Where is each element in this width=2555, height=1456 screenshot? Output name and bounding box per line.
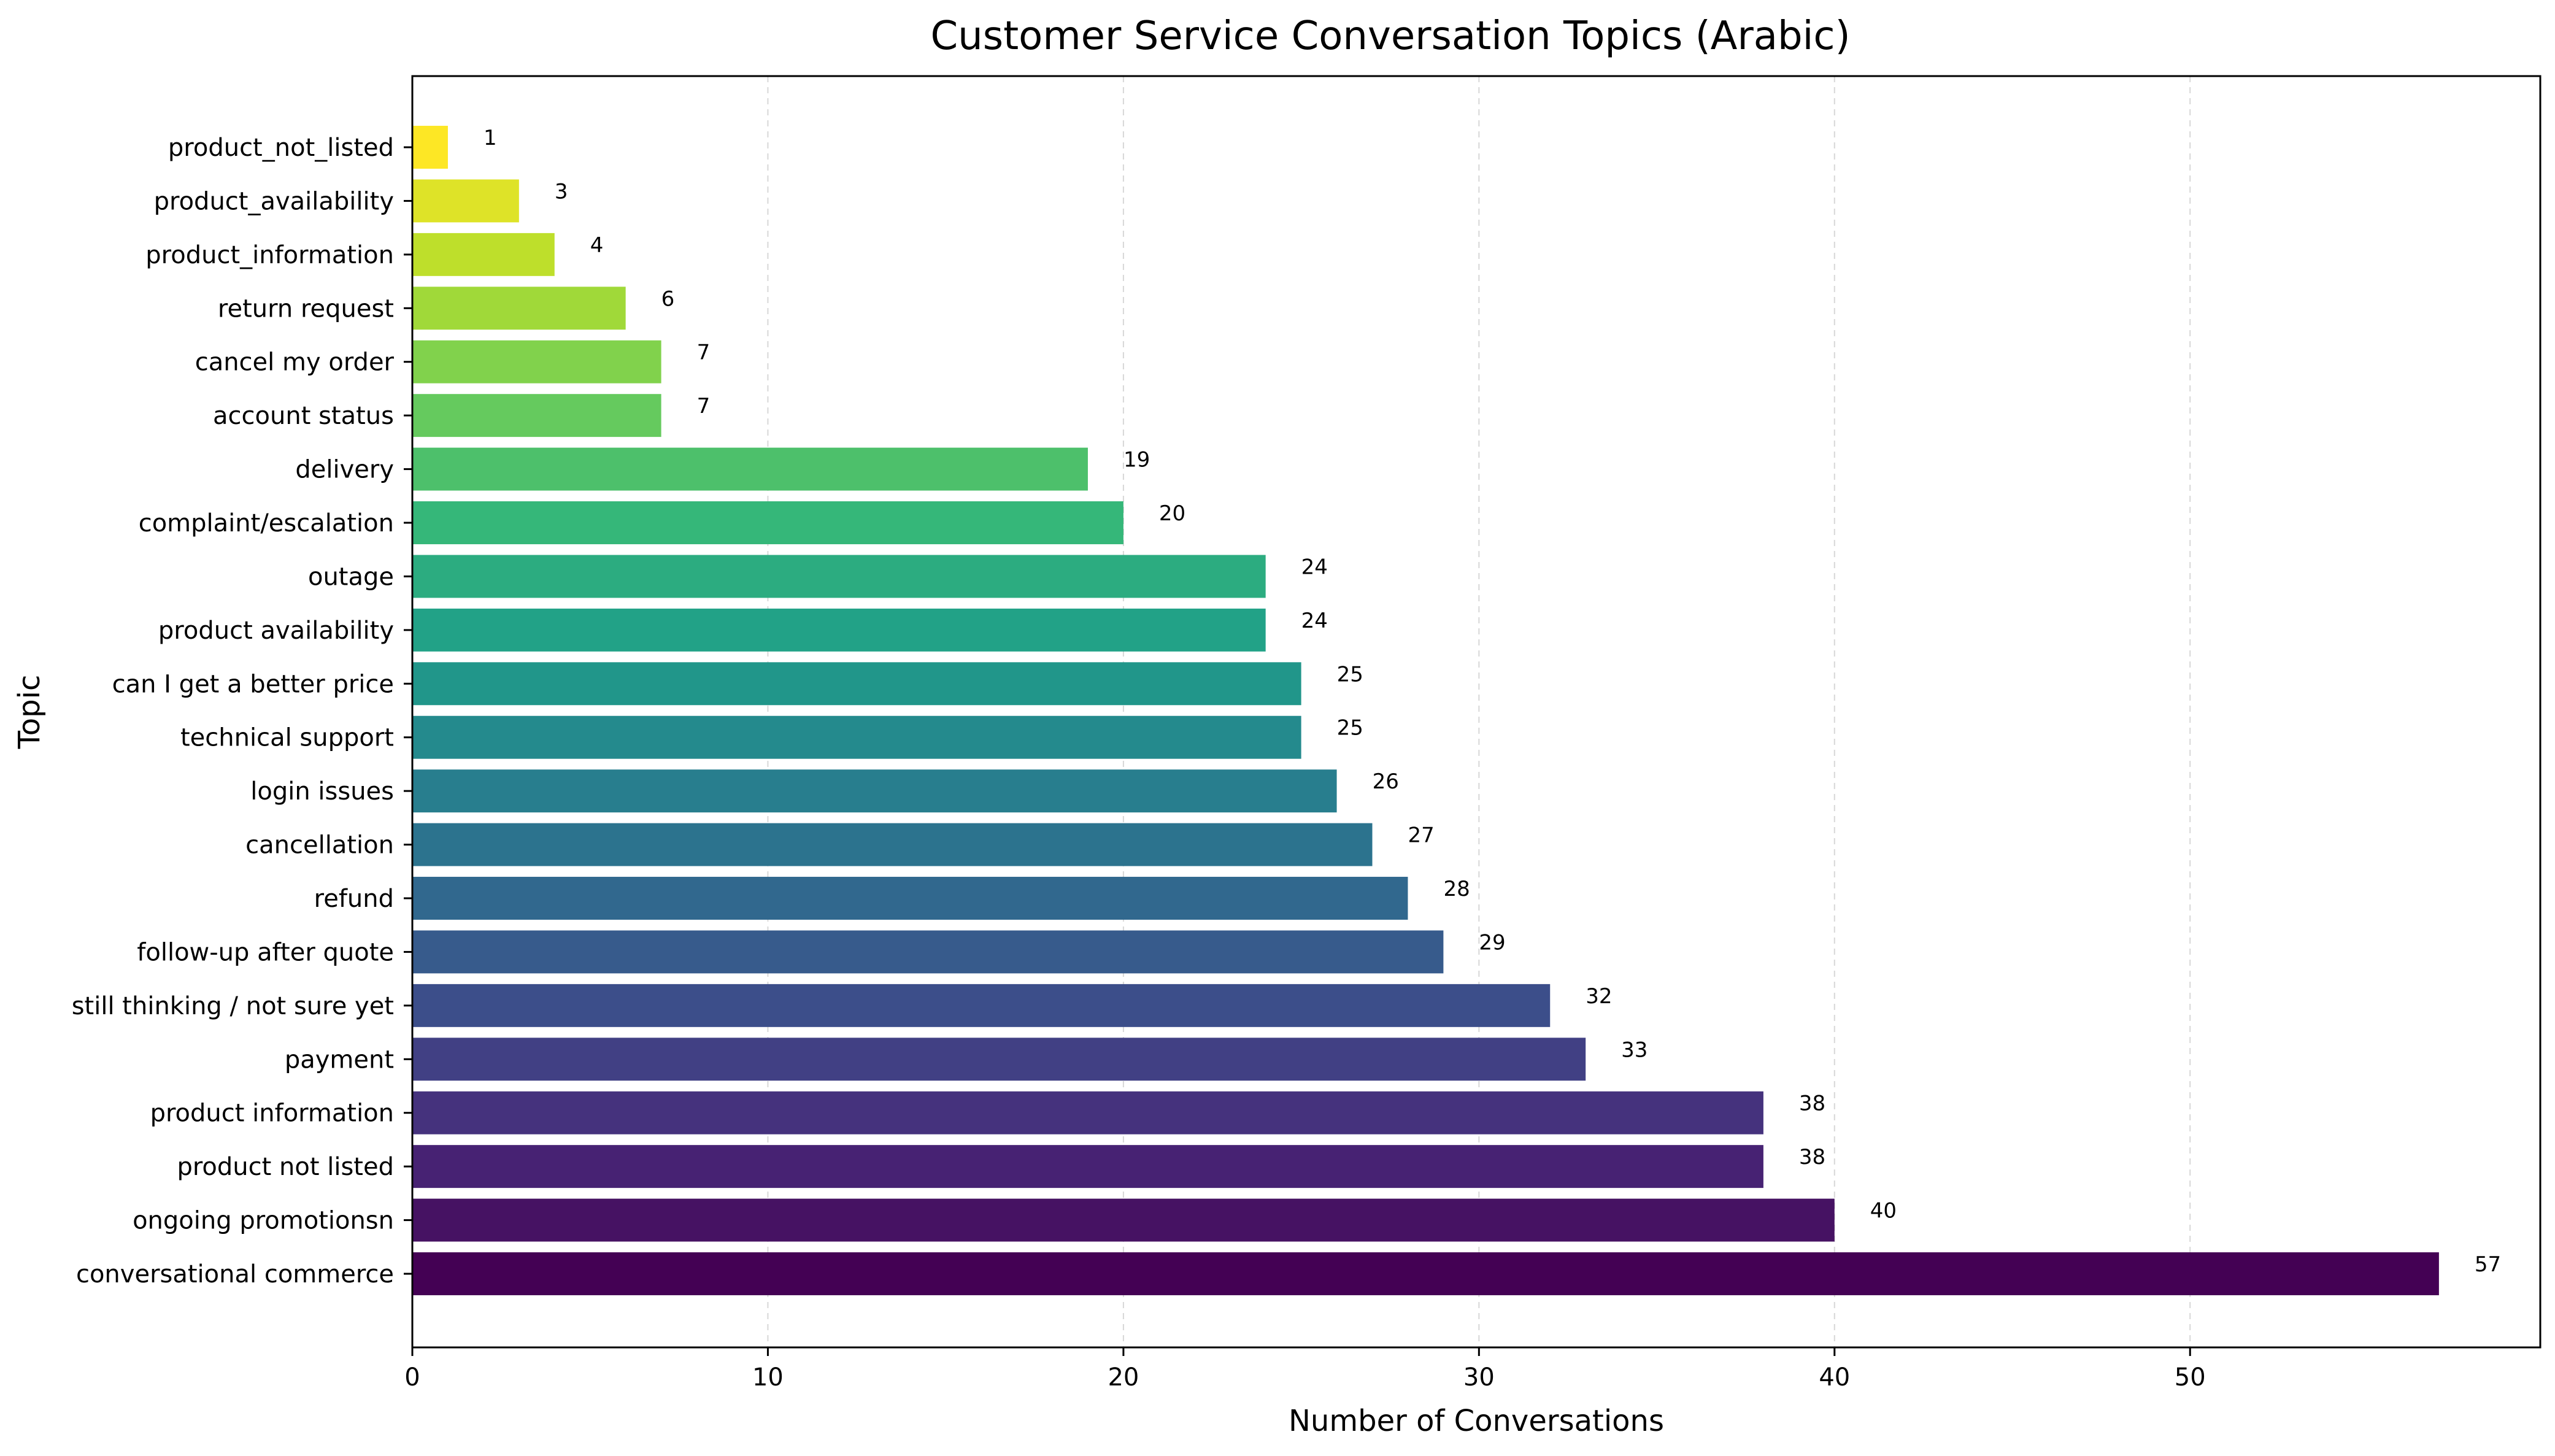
y-tick-label: can I get a better price xyxy=(112,670,394,698)
y-tick-label: product not listed xyxy=(177,1153,394,1181)
bar-value-label: 3 xyxy=(555,179,568,204)
y-axis-label: Topic xyxy=(12,675,47,750)
y-tick-label: ongoing promotionsn xyxy=(133,1207,394,1235)
y-tick-label: complaint/escalation xyxy=(139,509,394,537)
y-tick-label: product information xyxy=(150,1100,394,1128)
y-tick-label: follow-up after quote xyxy=(137,938,394,966)
y-tick-label: payment xyxy=(285,1046,394,1074)
y-tick-label: product_not_listed xyxy=(168,134,394,162)
bar xyxy=(412,769,1337,813)
bar xyxy=(412,930,1444,974)
bar-value-label: 1 xyxy=(484,126,497,150)
y-tick-label: conversational commerce xyxy=(76,1260,394,1288)
x-axis-label: Number of Conversations xyxy=(1289,1404,1664,1438)
bar xyxy=(412,662,1301,706)
y-tick-label: cancellation xyxy=(245,831,394,860)
y-tick-label: refund xyxy=(314,885,394,913)
chart-title: Customer Service Conversation Topics (Ar… xyxy=(930,13,1850,59)
y-tick-labels: conversational commerce ongoing promotion… xyxy=(72,134,412,1288)
y-tick-label: technical support xyxy=(180,724,394,752)
y-tick-label: product_availability xyxy=(154,187,394,215)
x-tick-label: 30 xyxy=(1463,1363,1495,1392)
bar xyxy=(412,1252,2439,1295)
bar xyxy=(412,1091,1763,1134)
bar-value-label: 26 xyxy=(1373,769,1399,794)
bar xyxy=(412,715,1301,759)
bar-value-label: 24 xyxy=(1301,555,1328,579)
bar-value-label: 7 xyxy=(697,341,711,365)
y-tick-label: account status xyxy=(213,402,394,430)
bar xyxy=(412,1145,1763,1188)
bar xyxy=(412,608,1266,652)
bar-value-label: 27 xyxy=(1408,823,1435,848)
bars-group xyxy=(412,126,2439,1295)
bar-value-label: 33 xyxy=(1621,1038,1647,1062)
bar-value-label: 7 xyxy=(697,394,711,418)
bar xyxy=(412,984,1551,1027)
bar xyxy=(412,555,1266,598)
bar xyxy=(412,340,661,383)
y-tick-label: outage xyxy=(308,563,394,591)
bar-value-label: 6 xyxy=(661,287,675,311)
bar xyxy=(412,1198,1835,1242)
bar xyxy=(412,501,1123,544)
x-tick-labels: 0 10 20 30 40 50 xyxy=(404,1347,2206,1392)
plot-frame xyxy=(411,75,2542,1349)
bar-value-label: 19 xyxy=(1123,448,1150,472)
y-tick-label: cancel my order xyxy=(195,349,395,377)
bar-value-label: 20 xyxy=(1159,501,1185,526)
bar-value-label: 28 xyxy=(1443,877,1470,901)
bar-value-label: 38 xyxy=(1799,1145,1825,1169)
bar-value-label: 24 xyxy=(1301,609,1328,633)
bar-value-label: 29 xyxy=(1479,930,1505,955)
y-tick-label: product_information xyxy=(145,241,394,269)
bar xyxy=(412,877,1408,920)
bar xyxy=(412,233,555,276)
bar xyxy=(412,1038,1586,1081)
value-labels-group: 57 40 38 38 33 32 29 28 27 26 25 25 24 24 20 19 7 7 6 4 3 1 xyxy=(484,126,2501,1277)
x-tick-label: 0 xyxy=(404,1363,420,1392)
bar xyxy=(412,447,1088,491)
x-tick-label: 20 xyxy=(1108,1363,1139,1392)
bar-value-label: 40 xyxy=(1870,1199,1897,1223)
y-tick-label: product availability xyxy=(158,617,394,645)
x-tick-label: 10 xyxy=(752,1363,784,1392)
bar xyxy=(412,287,626,330)
bar-value-label: 32 xyxy=(1586,984,1612,1009)
x-tick-label: 50 xyxy=(2175,1363,2206,1392)
bar-value-label: 38 xyxy=(1799,1092,1825,1116)
bar-value-label: 57 xyxy=(2475,1252,2501,1277)
bar-value-label: 25 xyxy=(1337,716,1363,741)
bar-value-label: 25 xyxy=(1337,662,1363,687)
bar xyxy=(412,394,661,437)
y-tick-label: login issues xyxy=(250,777,394,806)
y-tick-label: still thinking / not sure yet xyxy=(72,992,394,1020)
bar xyxy=(412,823,1373,866)
y-tick-label: return request xyxy=(218,295,394,323)
x-tick-label: 40 xyxy=(1819,1363,1850,1392)
bar-value-label: 4 xyxy=(590,233,604,258)
bar xyxy=(412,179,519,223)
y-tick-label: delivery xyxy=(295,456,394,484)
bar xyxy=(412,126,448,169)
